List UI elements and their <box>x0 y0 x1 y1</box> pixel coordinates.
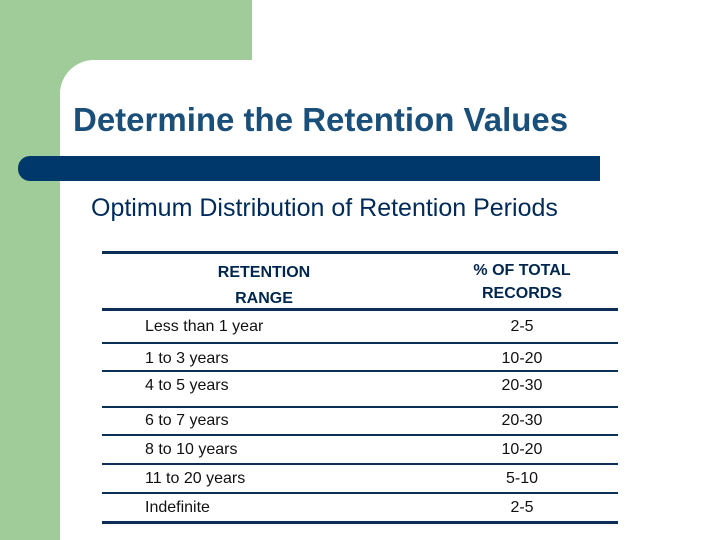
row-rule <box>102 492 618 494</box>
left-accent-bar <box>0 0 60 540</box>
row-rule <box>102 370 618 372</box>
row-percent: 20-30 <box>501 377 543 394</box>
row-rule <box>102 342 618 344</box>
slide-title: Determine the Retention Values <box>73 101 569 138</box>
table-row: 6 to 7 years 20-30 <box>102 408 618 434</box>
header-percent-of-total: % OF TOTAL RECORDS <box>473 262 571 302</box>
table-row: 11 to 20 years 5-10 <box>102 465 618 492</box>
row-percent: 10-20 <box>501 350 543 367</box>
table-row: Indefinite 2-5 <box>102 494 618 521</box>
row-range: 11 to 20 years <box>145 470 246 487</box>
row-percent: 2-5 <box>510 499 534 516</box>
table-header-row: RETENTION RANGE % OF TOTAL RECORDS <box>102 254 618 308</box>
row-range: 1 to 3 years <box>145 350 229 367</box>
row-range: Indefinite <box>145 499 210 516</box>
content-panel <box>60 60 720 540</box>
row-rule <box>102 406 618 408</box>
header-bottom-rule <box>102 308 618 311</box>
table-top-rule <box>102 251 618 254</box>
row-percent: 2-5 <box>510 318 534 335</box>
row-percent: 10-20 <box>501 441 543 458</box>
row-range: Less than 1 year <box>145 318 264 335</box>
row-rule <box>102 434 618 436</box>
row-range: 6 to 7 years <box>145 412 229 429</box>
row-range: 8 to 10 years <box>145 441 238 458</box>
row-percent: 20-30 <box>501 412 543 429</box>
slide-subtitle: Optimum Distribution of Retention Period… <box>91 194 558 222</box>
row-range: 4 to 5 years <box>145 377 229 394</box>
row-rule <box>102 463 618 465</box>
table-bottom-rule <box>102 521 618 524</box>
row-percent: 5-10 <box>505 470 539 487</box>
retention-table: RETENTION RANGE % OF TOTAL RECORDS Less … <box>102 251 618 524</box>
table-row: 8 to 10 years 10-20 <box>102 436 618 463</box>
title-underline-bar <box>18 156 600 181</box>
table-row: Less than 1 year 2-5 <box>102 311 618 342</box>
header-retention-range: RETENTION RANGE <box>217 264 311 307</box>
table-row: 1 to 3 years 10-20 <box>102 344 618 370</box>
table-row: 4 to 5 years 20-30 <box>102 372 618 406</box>
